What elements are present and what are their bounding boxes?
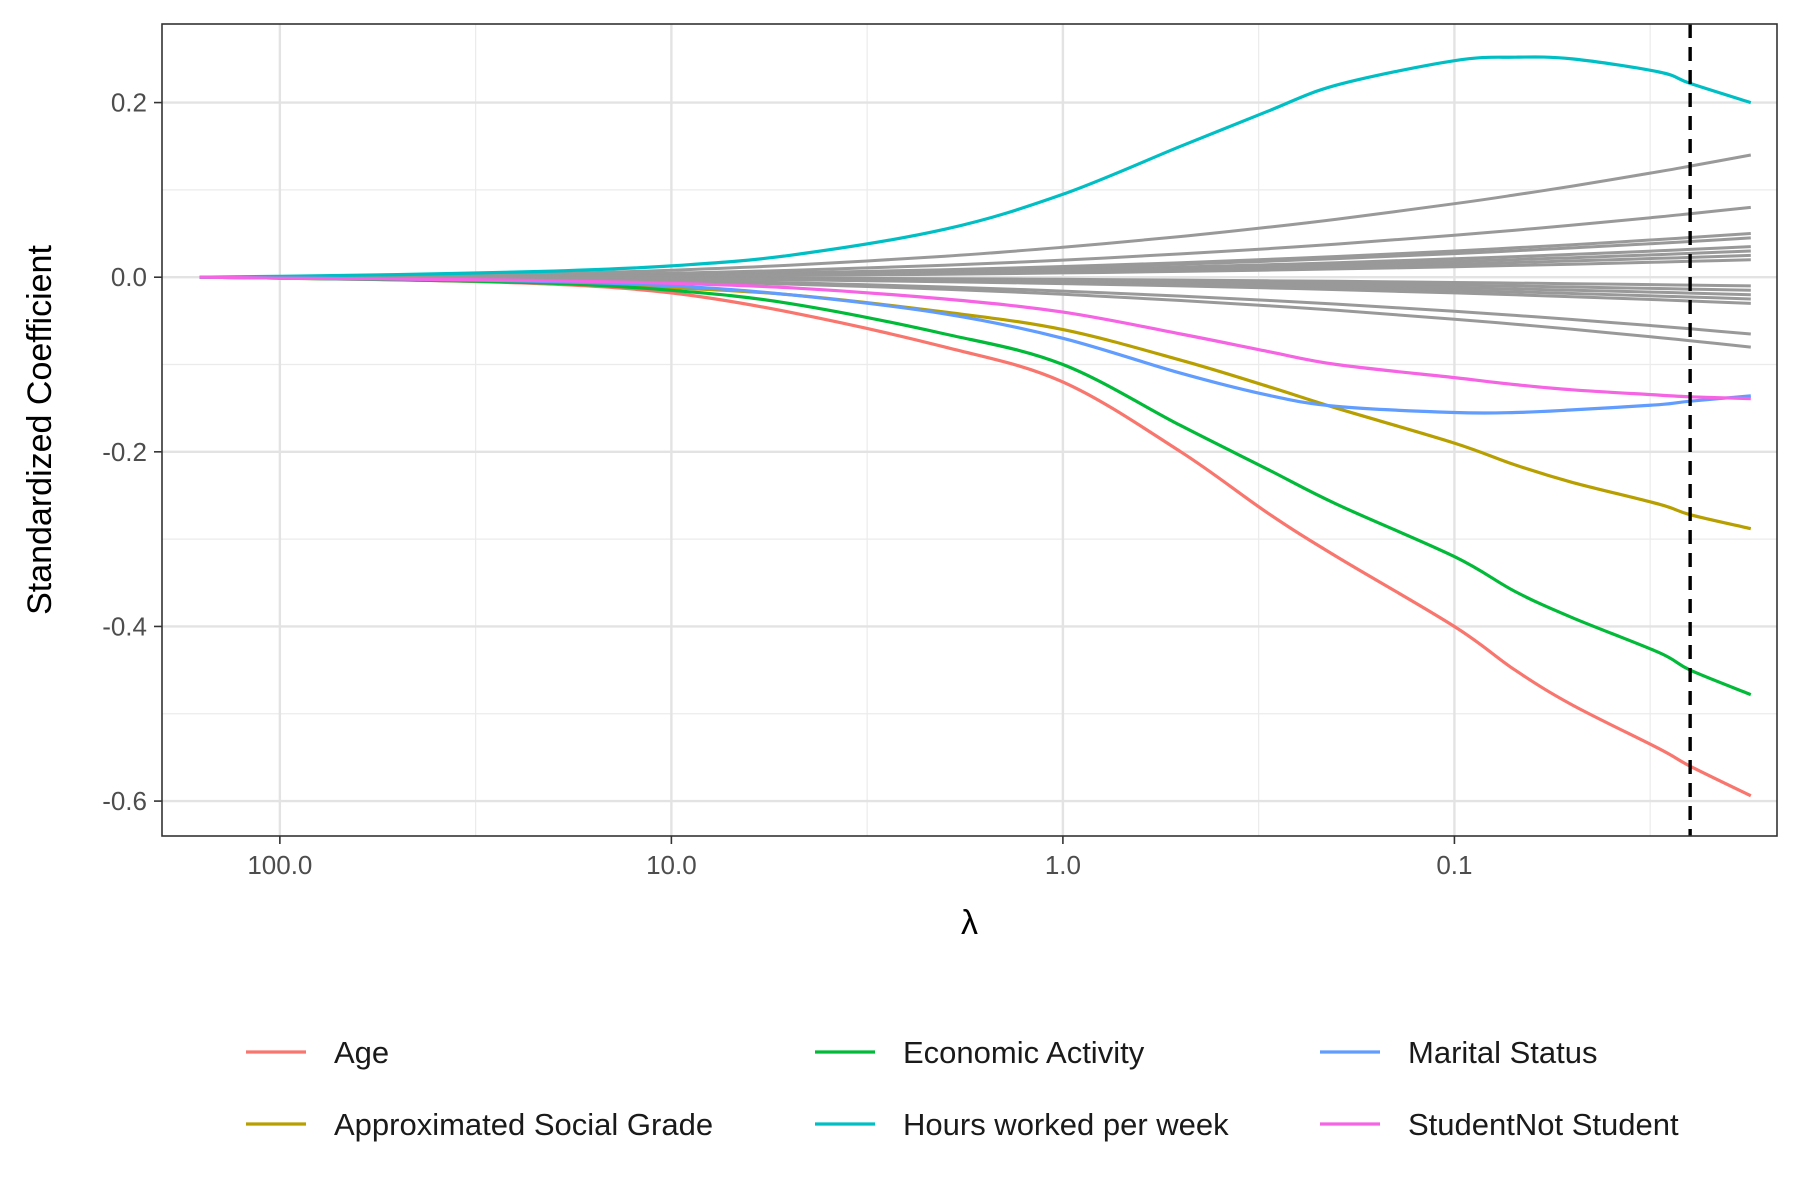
panel-border (161, 23, 1778, 837)
series-line-marital-status (199, 275, 1751, 415)
other-coefficient-lines (199, 153, 1752, 349)
y-axis-title: Standardized Coefficient (21, 245, 59, 615)
legend-item: Approximated Social Grade (246, 1107, 713, 1142)
legend-label: StudentNot Student (1408, 1107, 1679, 1142)
y-tick-label: -0.6 (102, 786, 147, 816)
y-tick-label: 0.0 (111, 262, 147, 292)
legend-label: Approximated Social Grade (334, 1107, 713, 1142)
y-tick-label: 0.2 (111, 88, 147, 118)
legend-item: Economic Activity (815, 1035, 1145, 1070)
legend-item: Age (246, 1035, 389, 1070)
series-line-hours-worked-per-week (199, 55, 1752, 279)
series-line-age (199, 275, 1752, 798)
legend: Age Approximated Social Grade Economic Act… (246, 1035, 1679, 1142)
minor-gridlines (162, 24, 1777, 836)
highlighted-coefficient-lines (199, 55, 1752, 798)
x-axis-title: λ (961, 904, 978, 942)
legend-label: Marital Status (1408, 1035, 1598, 1070)
x-tick-label: 100.0 (247, 850, 312, 880)
legend-label: Hours worked per week (903, 1107, 1229, 1142)
y-tick-label: -0.4 (102, 611, 147, 641)
legend-item: Hours worked per week (815, 1107, 1229, 1142)
legend-item: Marital Status (1320, 1035, 1598, 1070)
legend-label: Age (334, 1035, 389, 1070)
y-tick-label: -0.2 (102, 437, 147, 467)
y-axis-ticks: 0.2 0.0 -0.2 -0.4 -0.6 (102, 88, 162, 816)
x-tick-label: 0.1 (1436, 850, 1472, 880)
legend-item: StudentNot Student (1320, 1107, 1679, 1142)
x-tick-label: 1.0 (1045, 850, 1081, 880)
series-line-studentnot-student (199, 275, 1751, 401)
legend-label: Economic Activity (903, 1035, 1145, 1070)
x-axis-ticks: 100.0 10.0 1.0 0.1 (247, 836, 1473, 880)
series-line-economic-activity (199, 275, 1752, 697)
x-tick-label: 10.0 (646, 850, 697, 880)
